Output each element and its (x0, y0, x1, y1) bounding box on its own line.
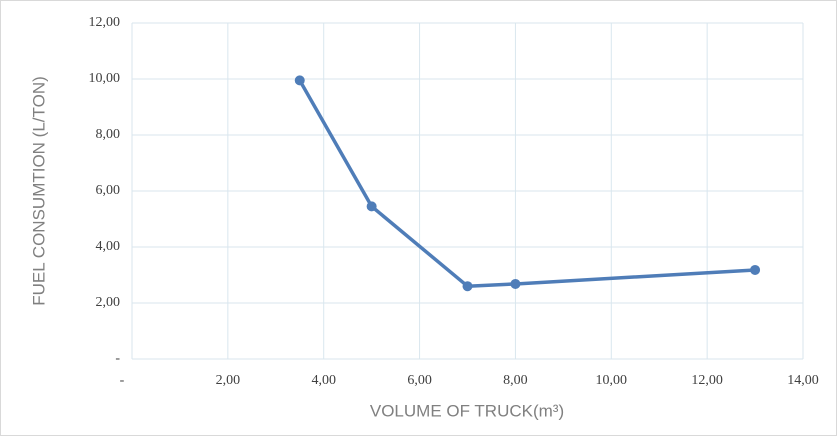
x-tick-label: 2,00 (216, 373, 241, 388)
y-tick-label: 10,00 (89, 71, 121, 86)
y-tick-label: 12,00 (89, 15, 121, 30)
x-tick-label: 10,00 (596, 373, 628, 388)
data-point (294, 75, 305, 86)
y-tick-label: 8,00 (96, 127, 121, 142)
y-tick-label: 6,00 (96, 183, 121, 198)
data-point (510, 278, 521, 289)
y-tick-label: - (115, 351, 120, 366)
y-tick-label: 4,00 (96, 239, 121, 254)
x-tick-label: 6,00 (407, 373, 432, 388)
x-tick-label: - (120, 373, 125, 388)
y-axis-title: FUEL CONSUMTION (L/TON) (29, 76, 48, 306)
x-axis-title: VOLUME OF TRUCK(m³) (370, 401, 564, 420)
x-tick-label: 14,00 (787, 373, 819, 388)
data-point (462, 281, 473, 292)
y-tick-label: 2,00 (96, 295, 121, 310)
data-point (366, 201, 377, 212)
x-tick-label: 8,00 (503, 373, 528, 388)
x-tick-label: 12,00 (691, 373, 723, 388)
x-tick-label: 4,00 (311, 373, 336, 388)
data-point (750, 264, 761, 275)
